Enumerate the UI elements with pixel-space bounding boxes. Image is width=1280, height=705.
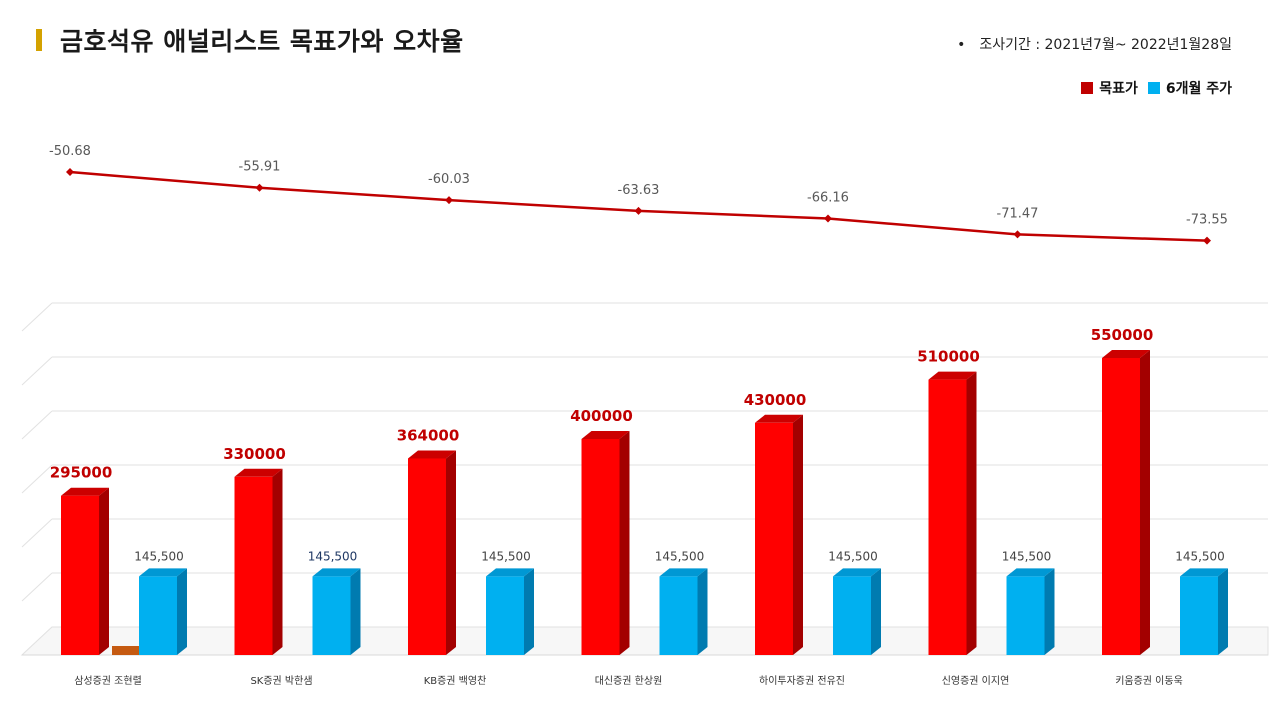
legend-item-price: 6개월 주가 [1147, 78, 1232, 98]
legend-swatch-target [1081, 82, 1094, 94]
bar-price-6 [1006, 576, 1045, 655]
legend-label-target: 목표가 [1099, 81, 1138, 97]
bar-target-4 [581, 439, 620, 655]
bar-target-6-top [928, 371, 977, 380]
category-label-5: 하이투자증권 전유진 [759, 674, 845, 687]
category-label-1: 삼성증권 조현렬 [74, 674, 142, 687]
bar-price-4 [659, 576, 698, 655]
legend-swatch-price [1147, 82, 1160, 94]
bar-price-1-top [139, 568, 187, 577]
bar-target-4-side [619, 431, 630, 655]
bar-target-5-side [793, 414, 803, 655]
bar-price-2-side [350, 568, 361, 655]
data-label-price-2: 145,500 [308, 549, 358, 563]
error-rate-label-5: -66.16 [807, 190, 849, 205]
bar-price-4-side [697, 568, 708, 655]
title-accent-bar [36, 29, 42, 51]
data-label-target-6: 510000 [917, 348, 980, 366]
error-rate-label-1: -50.68 [49, 144, 91, 159]
data-label-target-5: 430000 [744, 391, 807, 409]
grid-line-side [21, 464, 53, 494]
category-label-7: 키움증권 이동욱 [1115, 675, 1183, 687]
bar-target-7-side [1140, 350, 1150, 655]
data-label-price-6: 145,500 [1002, 549, 1052, 563]
bar-target-6 [928, 379, 967, 655]
data-label-price-4: 145,500 [655, 549, 705, 563]
bar-target-2-top [234, 468, 283, 477]
error-rate-point-3 [445, 196, 453, 205]
error-rate-point-2 [255, 183, 264, 192]
error-rate-label-6: -71.47 [997, 206, 1039, 221]
grid-line-side [21, 356, 53, 386]
chart-floor [20, 626, 1269, 656]
bar-price-3 [486, 576, 524, 655]
error-rate-label-3: -60.03 [428, 172, 470, 187]
bar-price-7-top [1180, 568, 1228, 577]
data-label-price-3: 145,500 [481, 549, 531, 563]
bar-target-1-top [61, 487, 109, 496]
legend-item-target: 목표가 [1081, 78, 1138, 98]
data-label-target-1: 295000 [50, 464, 113, 482]
bar-price-2 [312, 576, 351, 655]
error-rate-point-5 [824, 214, 832, 223]
category-label-4: 대신증권 한상원 [595, 675, 663, 687]
bar-target-3-top [408, 450, 456, 459]
data-label-price-7: 145,500 [1175, 549, 1225, 563]
bar-price-5-top [833, 568, 881, 577]
error-rate-point-1 [66, 168, 74, 177]
grid-line-side [21, 572, 53, 602]
bar-price-2-top [312, 568, 361, 577]
error-rate-label-7: -73.55 [1186, 213, 1228, 228]
error-rate-point-4 [634, 206, 643, 215]
title-block: 금호석유 애널리스트 목표가와 오차율 [36, 22, 464, 58]
data-label-price-5: 145,500 [828, 549, 878, 563]
bar-target-1-side [99, 487, 109, 655]
bar-target-2-side [272, 468, 283, 655]
chart-legend: 목표가 6개월 주가 [1071, 78, 1232, 98]
data-label-target-4: 400000 [570, 407, 633, 425]
page-title: 금호석유 애널리스트 목표가와 오차율 [60, 27, 464, 56]
bar-price-4-top [659, 568, 708, 577]
bar-price-1-side [177, 568, 187, 655]
error-rate-label-4: -63.63 [618, 183, 660, 198]
error-rate-point-7 [1203, 236, 1211, 245]
error-rate-point-6 [1013, 230, 1022, 239]
category-label-3: KB증권 백영찬 [424, 675, 487, 687]
data-label-target-3: 364000 [397, 426, 460, 444]
bar-price-7-side [1218, 568, 1228, 655]
data-label-target-7: 550000 [1091, 326, 1154, 344]
bar-target-5 [755, 422, 793, 655]
bar-target-6-side [966, 371, 977, 655]
survey-period-text: 조사기간 : 2021년7월~ 2022년1월28일 [979, 37, 1232, 53]
grid-line-side [21, 302, 53, 332]
bar-target-1 [61, 495, 99, 655]
category-label-2: SK증권 박한샘 [250, 675, 312, 687]
bar-target-2 [234, 476, 273, 655]
bar-price-1 [139, 576, 177, 655]
bar-target-7-top [1102, 350, 1150, 358]
legend-label-price: 6개월 주가 [1165, 81, 1232, 97]
bar-target-4-top [581, 431, 630, 439]
bar-target-3-side [446, 450, 456, 655]
bar-target-3 [408, 458, 446, 655]
data-label-target-2: 330000 [223, 445, 286, 463]
bar-price-5 [833, 576, 871, 655]
category-label-6: 신영증권 이지연 [942, 675, 1010, 687]
floor-marker-front [112, 646, 140, 655]
bar-price-5-side [871, 568, 881, 655]
bar-price-6-side [1044, 568, 1055, 655]
survey-period: • 조사기간 : 2021년7월~ 2022년1월28일 [957, 34, 1232, 54]
bar-target-5-top [755, 414, 803, 423]
bar-target-7 [1102, 358, 1140, 655]
bullet-icon: • [957, 37, 966, 53]
data-label-price-1: 145,500 [134, 549, 184, 563]
bar-price-3-top [486, 568, 534, 577]
error-rate-label-2: -55.91 [239, 160, 281, 175]
grid-line-side [21, 410, 53, 440]
grid-line-side [21, 518, 53, 548]
bar-price-6-top [1006, 568, 1055, 577]
bar-price-3-side [524, 568, 534, 655]
bar-price-7 [1180, 576, 1218, 655]
